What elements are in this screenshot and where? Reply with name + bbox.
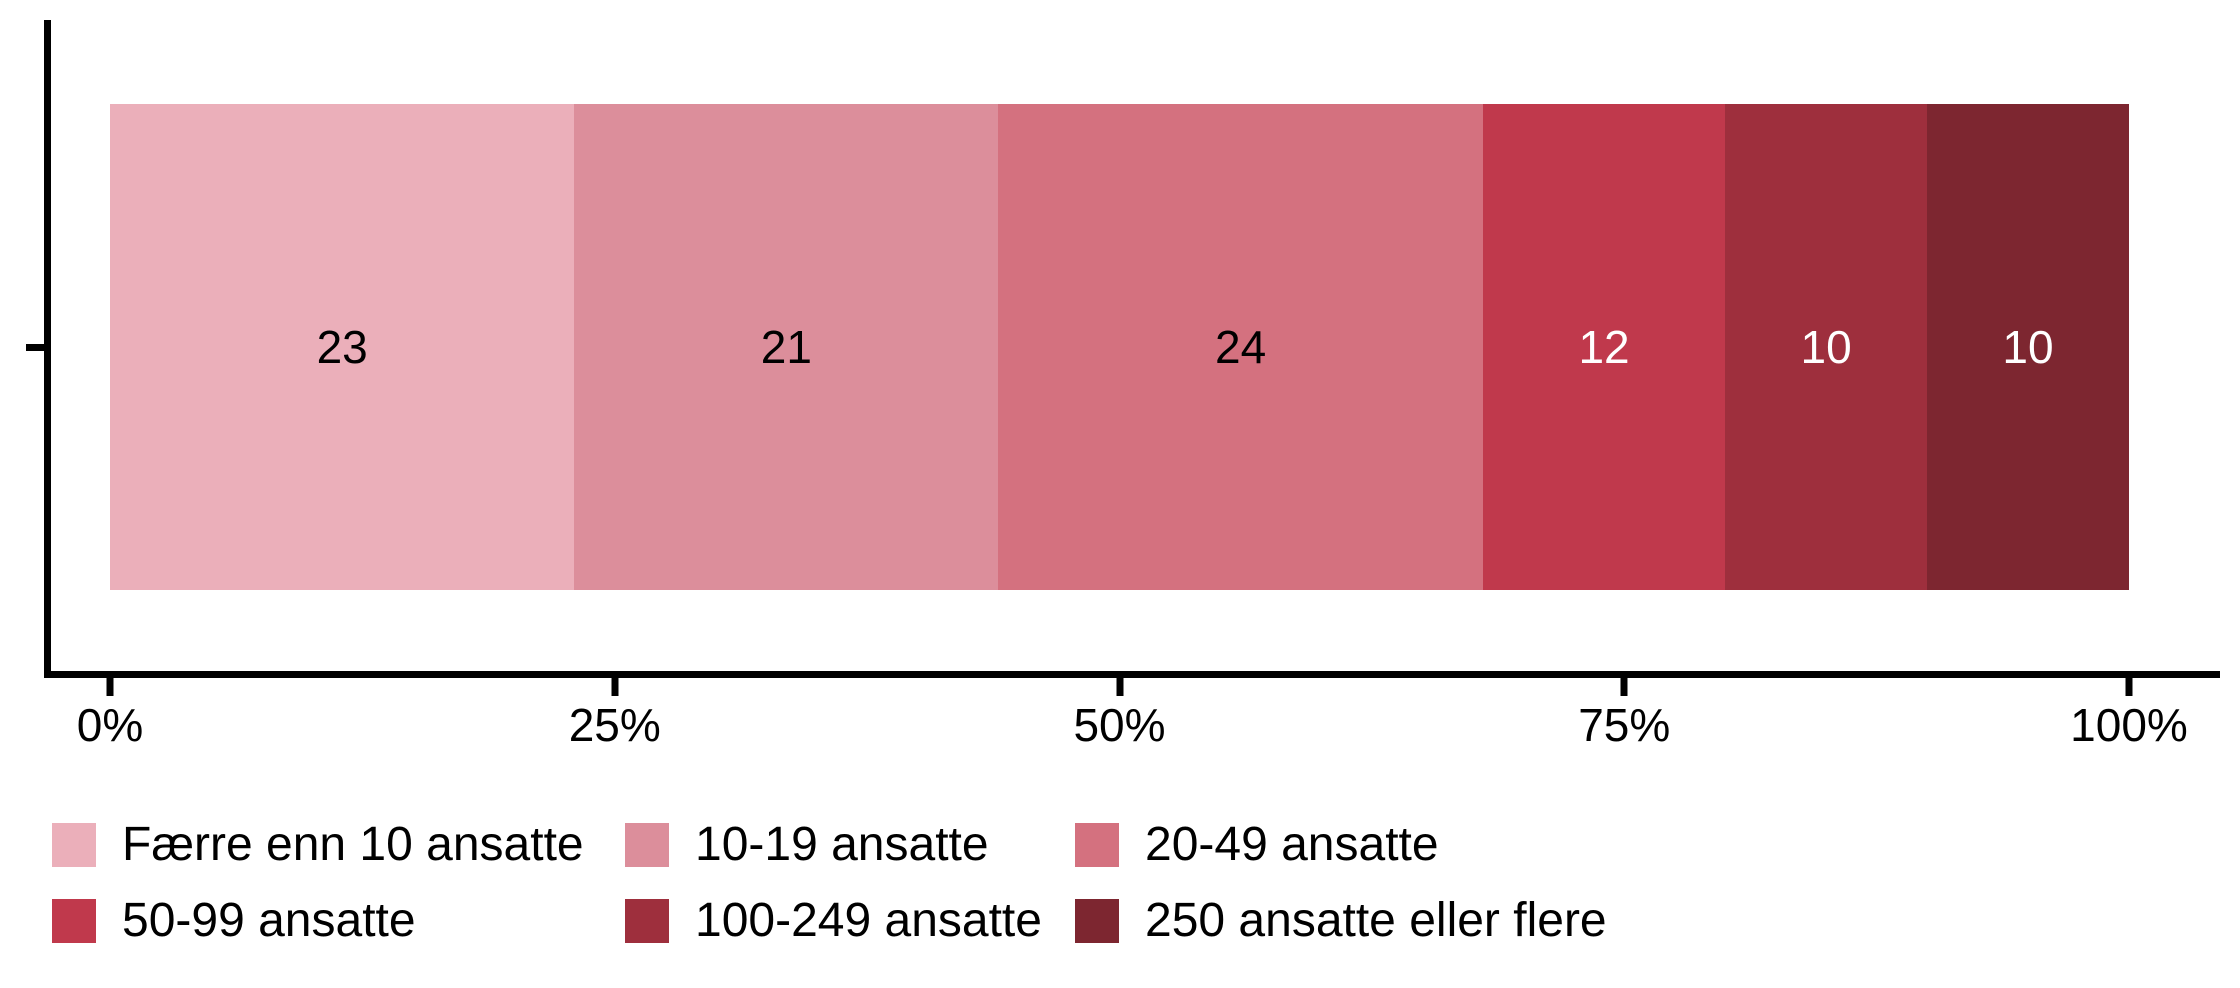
legend-item-5: 100-249 ansatte — [625, 893, 1042, 948]
x-axis-tick-label: 25% — [568, 699, 661, 751]
legend-swatch — [52, 898, 96, 943]
bar-segment-3: 24 — [998, 104, 1483, 590]
legend-item-1: Færre enn 10 ansatte — [52, 817, 584, 872]
bar-segment-value-label: 10 — [1800, 321, 1852, 373]
legend-item-3: 20-49 ansatte — [1075, 817, 1439, 872]
x-axis-tick-label: 0% — [76, 699, 144, 751]
stacked-bar: 23 21 24 12 10 10 — [110, 104, 2129, 590]
bar-segment-6: 10 — [1927, 104, 2129, 590]
bar-segment-value-label: 23 — [316, 321, 368, 373]
x-axis-line — [44, 671, 2220, 678]
bar-segment-value-label: 10 — [2002, 321, 2054, 373]
legend-swatch — [52, 822, 96, 867]
y-axis-tick — [26, 344, 44, 351]
x-axis-tick — [1620, 678, 1628, 696]
x-axis-tick — [611, 678, 619, 696]
legend-item-6: 250 ansatte eller flere — [1075, 893, 1607, 948]
legend-label: 20-49 ansatte — [1145, 818, 1439, 871]
bar-segment-2: 21 — [574, 104, 999, 590]
legend-label: 50-99 ansatte — [122, 894, 416, 947]
legend-item-2: 10-19 ansatte — [625, 817, 989, 872]
y-axis-line — [44, 20, 51, 678]
legend-label: 10-19 ansatte — [695, 818, 989, 871]
bar-segment-value-label: 21 — [760, 321, 812, 373]
bar-segment-5: 10 — [1725, 104, 1928, 590]
legend-label: 100-249 ansatte — [695, 894, 1042, 947]
legend-swatch — [1075, 898, 1119, 943]
bar-segment-value-label: 24 — [1215, 321, 1267, 373]
bar-segment-4: 12 — [1482, 104, 1726, 590]
legend-swatch — [1075, 822, 1119, 867]
legend-swatch — [625, 822, 669, 867]
x-axis-tick — [106, 678, 114, 696]
x-axis-tick-label: 100% — [2070, 699, 2188, 751]
bar-segment-value-label: 12 — [1578, 321, 1630, 373]
x-axis-tick — [2125, 678, 2133, 696]
legend-item-4: 50-99 ansatte — [52, 893, 416, 948]
x-axis-tick-label: 50% — [1073, 699, 1166, 751]
legend-label: 250 ansatte eller flere — [1145, 894, 1607, 947]
bar-segment-1: 23 — [110, 104, 575, 590]
x-axis-tick — [1116, 678, 1123, 696]
x-axis-tick-label: 75% — [1578, 699, 1671, 751]
legend-swatch — [625, 898, 669, 943]
legend-label: Færre enn 10 ansatte — [122, 818, 584, 871]
